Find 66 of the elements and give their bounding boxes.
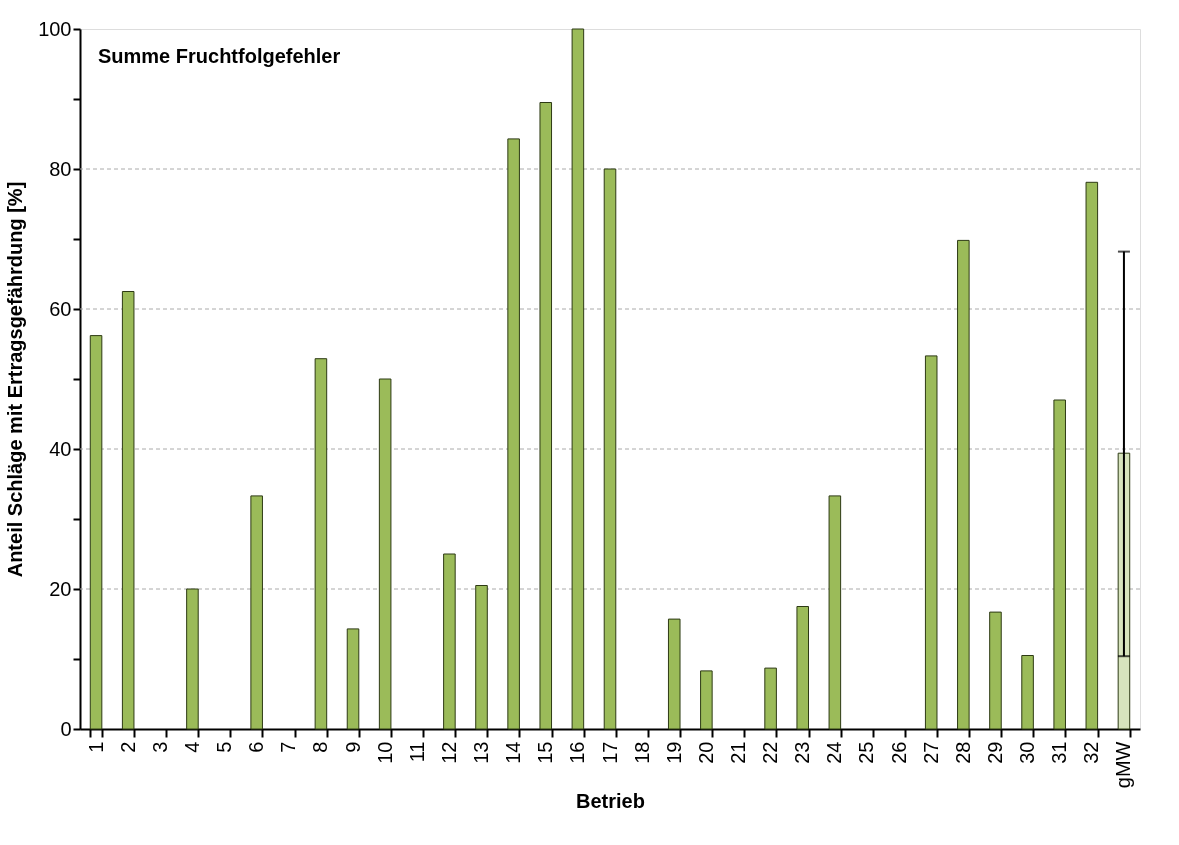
y-tick-label: 80 bbox=[49, 157, 72, 180]
x-tick-label: 8 bbox=[309, 741, 332, 753]
x-tick-label: 21 bbox=[726, 741, 749, 764]
bar bbox=[571, 28, 585, 730]
bar bbox=[924, 355, 938, 730]
x-tick-label: 16 bbox=[566, 741, 589, 764]
y-tick-label: 0 bbox=[60, 717, 72, 740]
x-tick-label: 10 bbox=[373, 741, 396, 764]
x-tick-label: 1 bbox=[84, 741, 107, 753]
x-tick-label: 11 bbox=[405, 741, 428, 763]
bar bbox=[764, 667, 777, 730]
text: Summe Fruchtfolgefehler bbox=[98, 45, 341, 67]
x-tick-label: 22 bbox=[759, 741, 782, 764]
bar bbox=[539, 102, 553, 730]
x-tick-label: 2 bbox=[116, 741, 139, 753]
x-tick-label: 31 bbox=[1048, 741, 1071, 764]
bar bbox=[700, 670, 713, 730]
bar bbox=[121, 291, 135, 730]
x-tick-label: 18 bbox=[630, 741, 653, 764]
x-tick-label: 25 bbox=[855, 741, 878, 764]
x-tick-label: 20 bbox=[694, 741, 717, 764]
bar bbox=[828, 495, 842, 730]
bar bbox=[667, 618, 681, 730]
x-tick-label: gMW bbox=[1112, 741, 1135, 789]
x-tick-label: 9 bbox=[341, 741, 364, 753]
x-tick-label: 4 bbox=[180, 741, 203, 753]
x-axis-title: Betrieb bbox=[576, 790, 645, 813]
x-tick-label: 14 bbox=[502, 741, 525, 764]
x-tick-label: 7 bbox=[277, 741, 300, 753]
x-tick-label: 19 bbox=[662, 741, 685, 764]
x-tick-label: 12 bbox=[437, 741, 460, 764]
bar bbox=[989, 611, 1002, 730]
y-tick-label: 100 bbox=[38, 17, 72, 40]
y-tick-label: 20 bbox=[49, 577, 72, 600]
bar bbox=[796, 606, 810, 730]
x-tick-label: 28 bbox=[951, 741, 974, 764]
x-tick-label: 29 bbox=[983, 741, 1006, 764]
bar bbox=[475, 585, 488, 730]
bar bbox=[186, 588, 199, 730]
bar bbox=[89, 335, 103, 730]
bar bbox=[1053, 399, 1066, 730]
bar bbox=[378, 378, 392, 730]
bar bbox=[314, 358, 328, 730]
bar bbox=[1021, 655, 1034, 730]
bar bbox=[957, 239, 970, 730]
bar bbox=[346, 628, 360, 730]
bar bbox=[1085, 181, 1099, 730]
x-tick-label: 13 bbox=[470, 741, 493, 764]
x-tick-label: 26 bbox=[887, 741, 910, 764]
y-axis-title: Anteil Schläge mit Ertragsgefährdung [%] bbox=[4, 181, 27, 578]
bar bbox=[443, 553, 456, 730]
x-tick-label: 30 bbox=[1016, 741, 1039, 764]
x-tick-label: 17 bbox=[598, 741, 621, 764]
x-tick-label: 15 bbox=[534, 741, 557, 764]
x-tick-label: 27 bbox=[919, 741, 942, 764]
x-tick-label: 32 bbox=[1080, 741, 1103, 764]
x-tick-label: 3 bbox=[148, 741, 171, 753]
x-tick-label: 5 bbox=[213, 741, 236, 753]
x-tick-label: 24 bbox=[823, 741, 846, 764]
x-tick-label: 23 bbox=[791, 741, 814, 764]
y-tick-label: 40 bbox=[49, 437, 72, 460]
bar bbox=[250, 495, 263, 730]
x-tick-label: 6 bbox=[245, 741, 268, 753]
bar bbox=[603, 168, 617, 730]
y-tick-label: 60 bbox=[49, 297, 72, 320]
bar bbox=[507, 138, 520, 730]
